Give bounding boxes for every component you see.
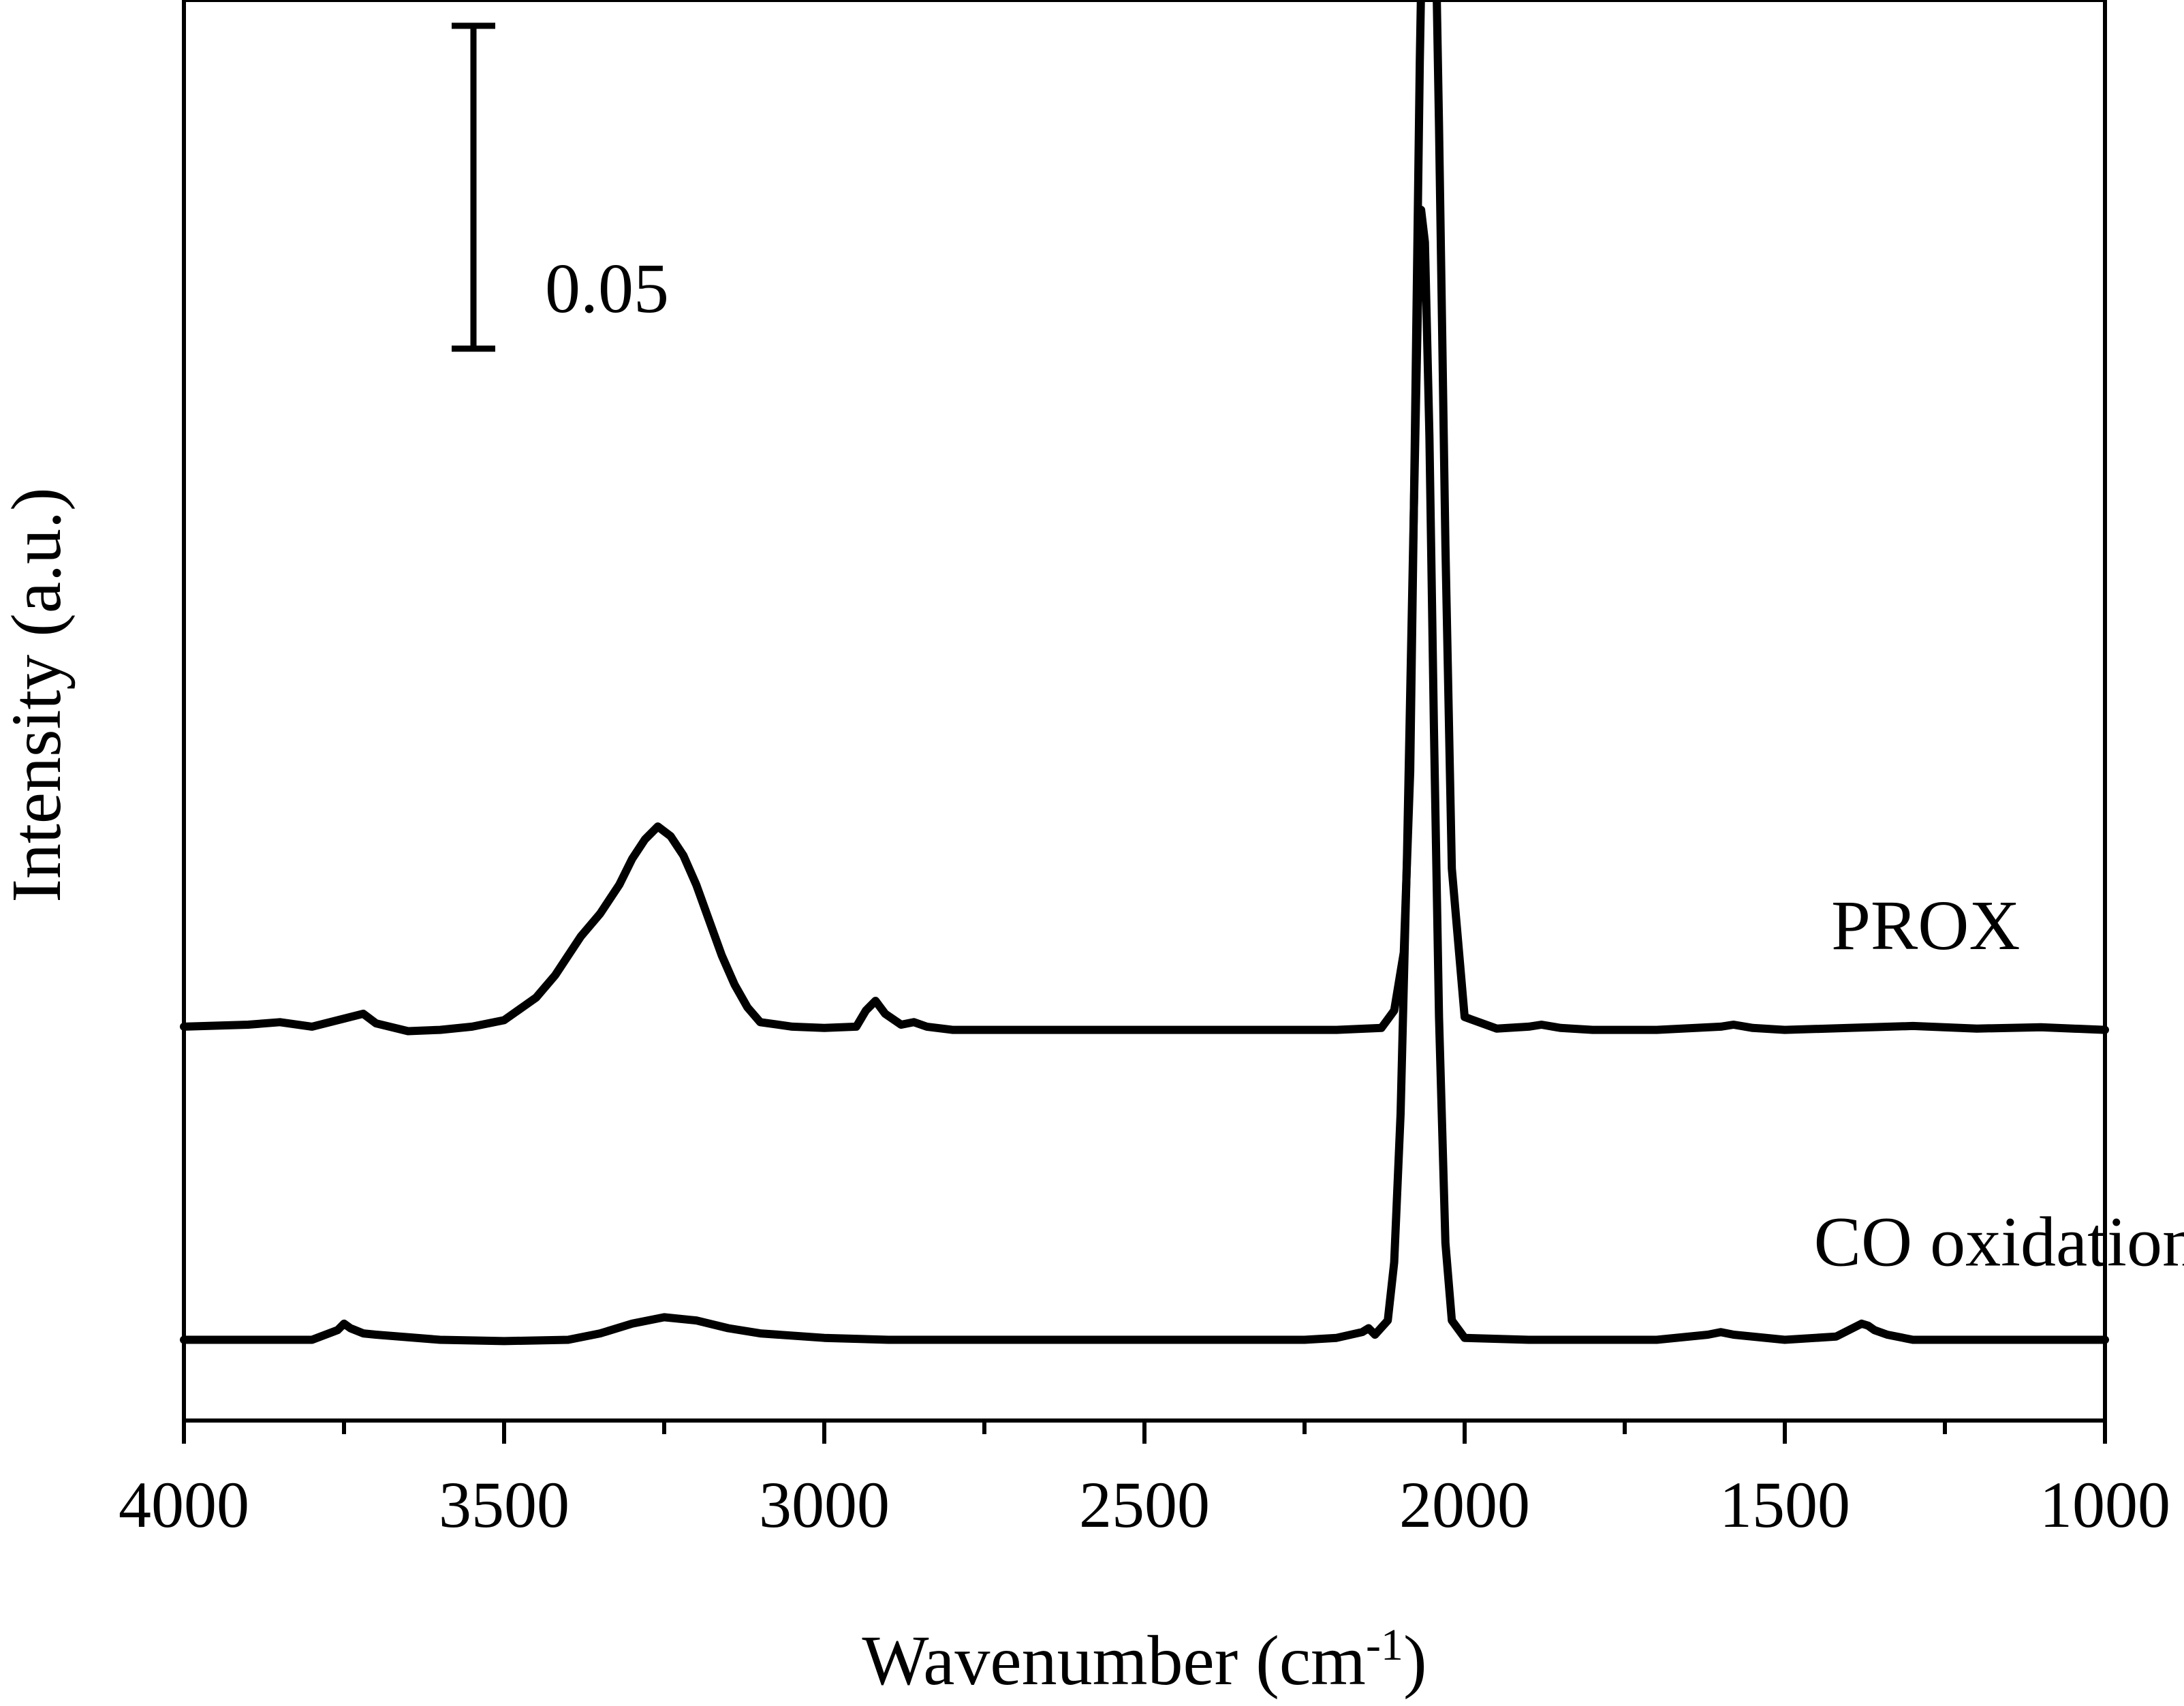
x-axis-label-superscript: -1 (1366, 1620, 1403, 1670)
x-axis-label-text: Wavenumber (cm (862, 1622, 1366, 1700)
x-axis-ticks (182, 1421, 2107, 1444)
series-label-prox: PROX (1831, 886, 2020, 965)
x-tick-label: 1000 (2040, 1468, 2170, 1541)
x-tick-label: 3500 (439, 1468, 570, 1541)
y-axis-label: Intensity (a.u.) (0, 487, 76, 902)
x-axis-label-close: ) (1403, 1622, 1427, 1700)
x-axis-label: Wavenumber (cm-1) (862, 1620, 1426, 1701)
x-tick-label: 4000 (119, 1468, 249, 1541)
series-labels: PROX CO oxidation (1814, 886, 2184, 1281)
series-layer (180, 0, 2109, 1346)
x-tick-label: 1500 (1719, 1468, 1850, 1541)
scale-bar: 0.05 (452, 22, 669, 352)
series-line-co-oxidation (180, 206, 2109, 1346)
x-tick-label: 2500 (1079, 1468, 1210, 1541)
series-label-co-oxidation: CO oxidation (1814, 1203, 2184, 1282)
scale-bar-label: 0.05 (545, 249, 669, 328)
x-axis-tick-labels: 4000 3500 3000 2500 2000 1500 1000 (119, 1468, 2170, 1541)
series-line-prox (180, 0, 2109, 1036)
x-tick-label: 3000 (759, 1468, 890, 1541)
x-tick-label: 2000 (1399, 1468, 1530, 1541)
